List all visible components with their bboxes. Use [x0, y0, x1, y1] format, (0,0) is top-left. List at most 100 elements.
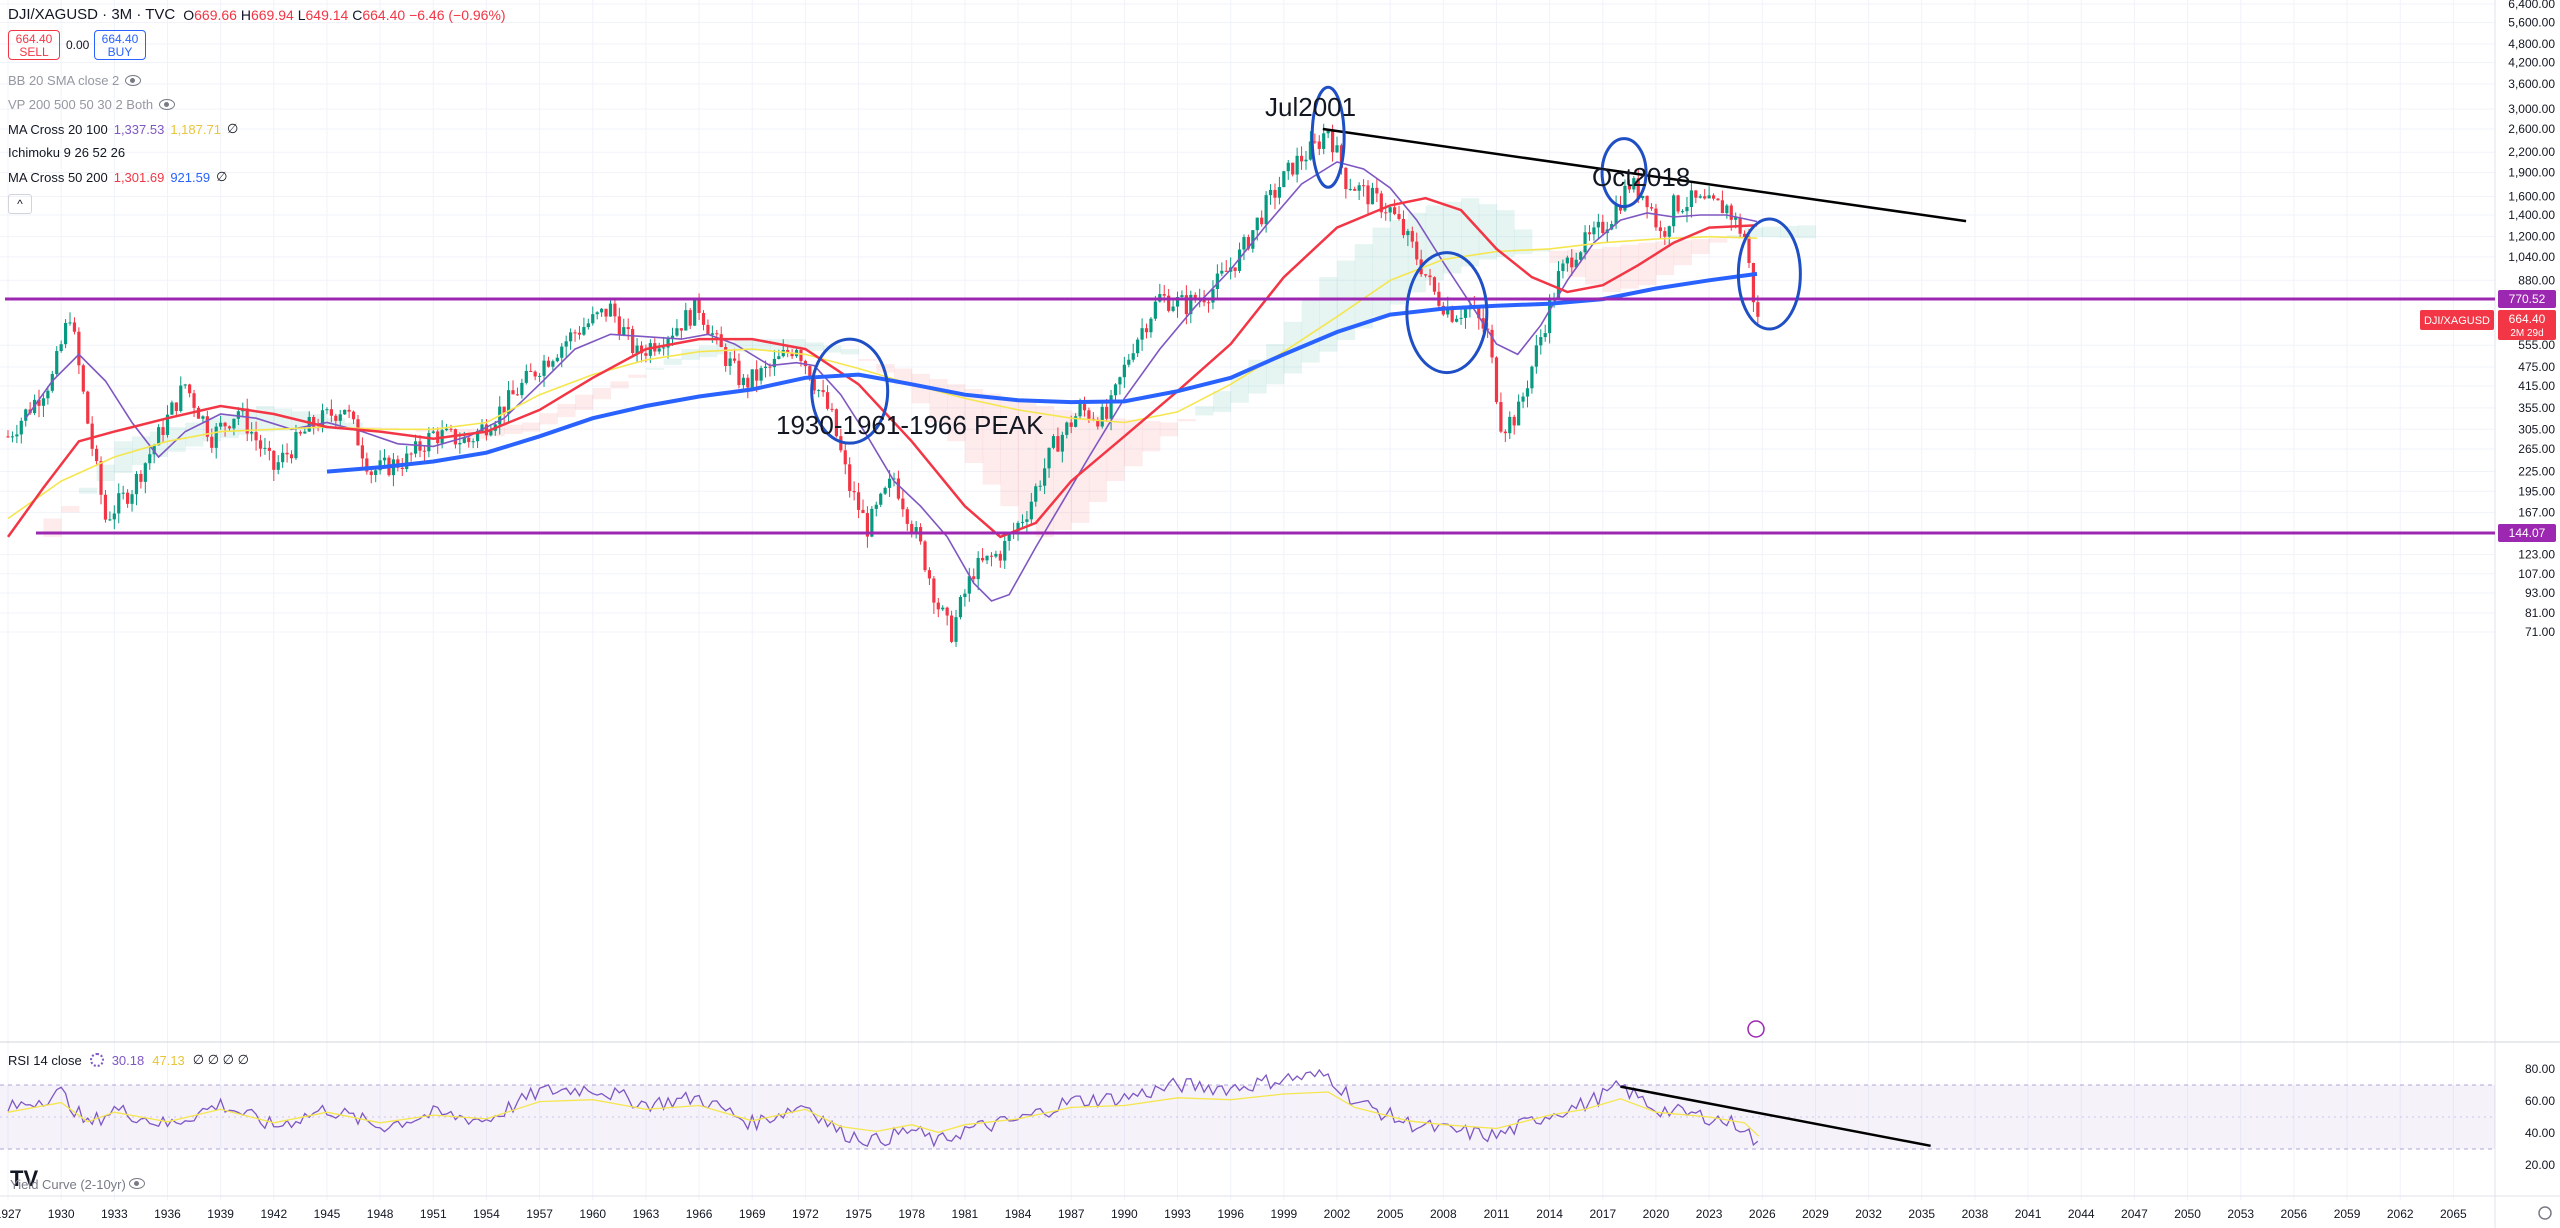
candle-body — [458, 442, 462, 445]
candle-body — [427, 432, 431, 452]
price-tick-label: 93.00 — [2525, 586, 2555, 600]
candle-body — [63, 322, 68, 345]
candle-body — [343, 409, 347, 415]
time-axis[interactable]: 1927 1930 1933 1936 1939 1942 1945 1948 1951 1954… — [0, 1195, 2560, 1221]
close-label: C — [352, 6, 363, 23]
candle-body — [1268, 189, 1273, 196]
candle-body — [1144, 328, 1149, 333]
candle-body — [1127, 359, 1131, 365]
cloud-segment — [539, 413, 558, 425]
candle-body — [874, 504, 878, 509]
price-tick-label: 1,900.00 — [2508, 166, 2555, 180]
indicator-ma-cross-2[interactable]: MA Cross 50 200 1,301.69 921.59 ∅ — [8, 169, 227, 185]
candle-body — [1246, 237, 1250, 249]
time-tick-label: 2005 — [1377, 1207, 1404, 1221]
symbol-tag-label: DJI/XAGUSD — [2424, 315, 2490, 327]
buy-button[interactable]: 664.40 BUY — [94, 30, 146, 60]
candle-body — [1565, 257, 1569, 264]
settings-icon[interactable] — [89, 1053, 104, 1067]
candle-body — [95, 448, 99, 462]
candle-body — [883, 487, 887, 494]
candle-body — [989, 555, 994, 557]
cloud-segment — [592, 388, 611, 400]
candle-body — [1038, 485, 1042, 487]
horizontal-levels[interactable]: 770.52 144.07 — [5, 290, 2556, 542]
candle-body — [285, 452, 289, 455]
sell-button[interactable]: 664.40 SELL — [8, 30, 60, 60]
candle-body — [852, 491, 856, 493]
candle-body — [1694, 190, 1698, 198]
time-tick-label: 2047 — [2121, 1207, 2148, 1221]
cloud-segment — [362, 426, 381, 428]
candle-body — [1096, 419, 1100, 427]
candle-body — [1308, 141, 1313, 160]
rsi-tick-label: 20.00 — [2525, 1158, 2555, 1172]
candle-body — [1534, 345, 1538, 367]
indicator-ma2-value-empty: ∅ — [216, 169, 228, 184]
cloud-segment — [1709, 238, 1728, 243]
candle-body — [1663, 231, 1667, 237]
candle-body — [1636, 178, 1640, 199]
eye-hidden-icon[interactable] — [129, 1178, 146, 1189]
price-tick-label: 355.00 — [2518, 401, 2555, 415]
tradingview-logo[interactable]: TV — [10, 1166, 39, 1191]
candle-body — [972, 576, 976, 580]
candle-body — [976, 557, 980, 580]
candle-body — [865, 513, 870, 537]
candle-body — [887, 478, 892, 488]
cloud-segment — [1018, 402, 1037, 522]
eye-hidden-icon[interactable] — [159, 99, 176, 110]
time-tick-label: 2002 — [1324, 1207, 1351, 1221]
candle-body — [1667, 226, 1671, 237]
candle-body — [143, 463, 147, 482]
candle-body — [121, 492, 125, 494]
time-tick-label: 1933 — [101, 1207, 128, 1221]
price-tick-label: 6,400.00 — [2508, 0, 2555, 11]
yield-curve-label[interactable]: Yield Curve (2-10yr) — [10, 1177, 146, 1192]
candle-body — [586, 323, 590, 328]
candle-body — [1100, 406, 1104, 427]
candles — [6, 123, 1760, 647]
ohlc-values: O669.66 H669.94 L649.14 C664.40 −6.46 (−… — [183, 7, 505, 23]
time-tick-label: 2017 — [1589, 1207, 1616, 1221]
candle-body — [1074, 416, 1078, 427]
rsi-header[interactable]: RSI 14 close 30.18 47.13 ∅ ∅ ∅ ∅ — [8, 1052, 249, 1068]
candle-body — [551, 361, 555, 367]
eye-hidden-icon[interactable] — [125, 75, 142, 86]
cloud-segment — [61, 506, 80, 513]
candle-body — [1357, 185, 1361, 191]
cloud-segment — [1744, 227, 1763, 237]
cloud-segment — [521, 422, 541, 432]
candle-body — [471, 441, 475, 443]
cloud-segment — [1124, 419, 1143, 467]
candle-body — [1339, 145, 1344, 168]
low-label: L — [297, 6, 306, 23]
symbol-title[interactable]: DJI/XAGUSD · 3M · TVC — [8, 6, 176, 23]
candle-body — [755, 369, 759, 381]
axis-settings-icon — [2538, 1206, 2552, 1220]
ma-line-3 — [6, 196, 1758, 539]
indicator-bb[interactable]: BB 20 SMA close 2 — [8, 73, 142, 88]
candle-body — [37, 399, 41, 406]
candle-body — [1326, 130, 1330, 134]
cloud-segment — [1177, 418, 1196, 422]
candle-body — [152, 445, 156, 455]
candle-body — [1313, 141, 1317, 143]
indicator-ichimoku[interactable]: Ichimoku 9 26 52 26 — [8, 145, 125, 160]
circle-drawing — [1600, 137, 1648, 209]
time-tick-label: 1999 — [1270, 1207, 1297, 1221]
cloud-segment — [1071, 412, 1090, 523]
collapse-indicators-button[interactable]: ^ — [8, 194, 32, 214]
cloud-segment — [628, 374, 647, 378]
candle-body — [662, 347, 666, 349]
candle-body — [1747, 236, 1751, 263]
candle-body — [374, 470, 378, 476]
candle-body — [750, 369, 754, 388]
candle-body — [289, 454, 294, 459]
cloud-segment — [344, 422, 363, 428]
indicator-ma-cross-1[interactable]: MA Cross 20 100 1,337.53 1,187.71 ∅ — [8, 121, 238, 137]
indicator-vp[interactable]: VP 200 500 50 30 2 Both — [8, 97, 176, 112]
candle-body — [741, 377, 745, 386]
price-axis[interactable]: 6,400.00 5,600.00 4,800.00 4,200.00 3,600.00… — [2508, 0, 2555, 639]
